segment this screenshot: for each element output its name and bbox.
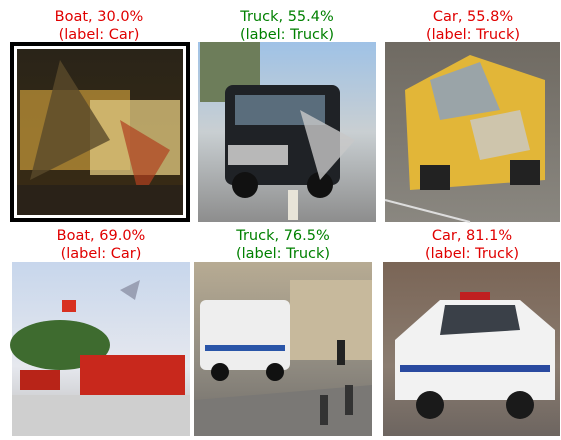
- prediction: Car, 55.8%: [433, 9, 513, 25]
- prediction: Car, 81.1%: [432, 228, 512, 244]
- true-label: (label: Truck): [425, 246, 519, 262]
- prediction: Truck, 76.5%: [235, 228, 330, 244]
- image: [10, 42, 190, 222]
- image: [194, 262, 372, 436]
- image: [198, 42, 376, 222]
- true-label: (label: Car): [59, 27, 140, 43]
- image: [384, 42, 560, 223]
- image: [383, 262, 560, 436]
- prediction: Truck, 55.4%: [239, 9, 334, 25]
- prediction: Boat, 30.0%: [55, 9, 144, 25]
- true-label: (label: Car): [61, 246, 142, 262]
- true-label: (label: Truck): [236, 246, 330, 262]
- prediction: Boat, 69.0%: [57, 228, 146, 244]
- true-label: (label: Truck): [240, 27, 334, 43]
- image: [10, 262, 190, 436]
- true-label: (label: Truck): [426, 27, 520, 43]
